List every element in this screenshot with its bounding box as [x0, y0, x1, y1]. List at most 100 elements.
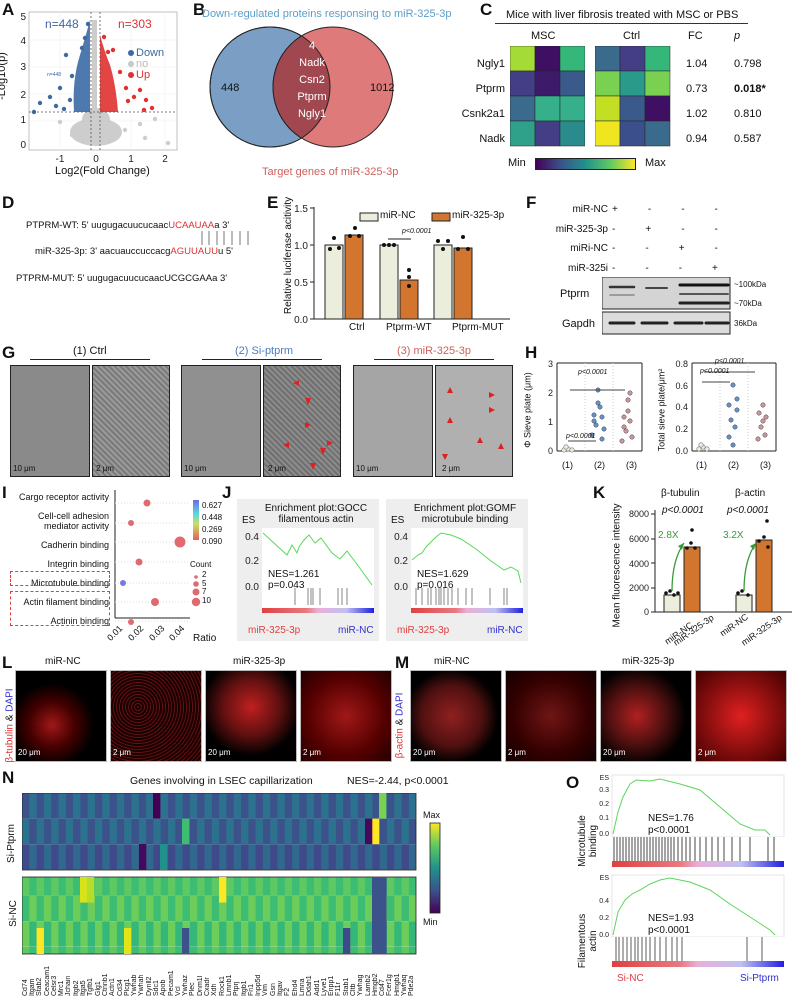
mw-36: 36kDa — [734, 319, 758, 328]
gene-label: Cltb — [349, 983, 357, 996]
svg-text:2: 2 — [162, 154, 168, 165]
scale-min: Min — [508, 157, 526, 169]
title-line: Enrichment plot:GOMF — [413, 503, 517, 514]
sem-image-ctrl-zoom — [92, 365, 170, 477]
mark: + — [645, 223, 652, 235]
svg-text:0.0: 0.0 — [599, 831, 609, 838]
count-tick: 5 — [202, 578, 207, 588]
gsea-2-title: Enrichment plot:GOMF microtubule binding — [405, 503, 525, 525]
gene-label: Glg1 — [94, 981, 102, 996]
mir-seed: AGUUAUU — [170, 246, 218, 257]
gsea-1-left: miR-325-3p — [248, 625, 301, 636]
panel-label-l: L — [2, 653, 13, 672]
svg-text:1: 1 — [20, 115, 26, 126]
confocal-actin-nc-zoom — [505, 670, 597, 762]
o-plot2-nes: NES=1.93 — [648, 913, 694, 924]
gene-label: Fn1 — [247, 983, 255, 996]
svg-text:0.4: 0.4 — [599, 898, 609, 905]
n-scale-max: Max — [423, 810, 441, 820]
go-term: Actinin binding — [50, 616, 109, 626]
gene-label: Plcg1 — [123, 978, 131, 996]
svg-text:4000: 4000 — [629, 559, 649, 569]
sem-image-ctrl-overview — [10, 365, 90, 477]
confocal-tubulin-mir-zoom — [300, 670, 392, 762]
confocal-tubulin-mir — [205, 670, 297, 762]
scale-bar-2um: 2 μm — [96, 464, 114, 473]
h-left-ylabel: Φ Sieve plate (μm) — [522, 372, 533, 448]
svg-text:0.0: 0.0 — [599, 932, 609, 939]
gsea-1-right: miR-NC — [338, 625, 374, 636]
stain-actin: β-actin — [394, 728, 406, 759]
l-group-mir: miR-325-3p — [233, 656, 286, 667]
panel-label-c: C — [480, 0, 493, 19]
gene-label: F2 — [284, 987, 292, 996]
condition-label: miR-325-3p — [555, 223, 608, 235]
title-line: Enrichment plot:GOCC — [264, 503, 368, 514]
red-arrowheads — [442, 387, 504, 460]
svg-text:1.0: 1.0 — [294, 241, 308, 252]
gene-label: Pecam1 — [167, 970, 175, 996]
svg-text:0.2: 0.2 — [599, 915, 609, 922]
condition-label: miR-325i — [567, 262, 608, 274]
gene-label: Rock1 — [218, 976, 226, 996]
svg-text:3: 3 — [548, 359, 553, 369]
legend-down: Down — [136, 47, 165, 59]
k-group-actin: β-actin — [735, 488, 766, 499]
venn-diagram — [209, 26, 394, 148]
col-fc: FC — [688, 30, 703, 42]
stain-and: & — [4, 711, 16, 725]
o-right: Si-Ptprm — [740, 973, 779, 984]
f-marks: + - - - - + - - - - + - - - - + — [612, 200, 718, 278]
heatmap-c — [510, 46, 671, 147]
fc-value: 1.04 — [686, 58, 708, 70]
gsea-plot-2: 0.4 0.2 0.0 — [394, 528, 523, 613]
gene-label: Itga5 — [80, 980, 88, 996]
h-right-ylabel: Total sieve plate/μm² — [656, 368, 667, 452]
es-label: ES — [242, 515, 256, 526]
xtick: (3) — [760, 460, 771, 470]
fc-value: 0.94 — [686, 133, 708, 145]
svg-text:0.4: 0.4 — [394, 532, 408, 543]
go-term: Cargo receptor activity — [18, 492, 109, 502]
xtick: (1) — [696, 460, 707, 470]
venn-right-count: 1012 — [370, 82, 395, 94]
svg-text:0.8: 0.8 — [675, 359, 688, 369]
legend-up: Up — [136, 69, 151, 81]
svg-text:0: 0 — [20, 140, 26, 151]
mark: - — [681, 223, 685, 235]
l-stain-label: β-tubulin & DAPI — [5, 676, 16, 776]
gene-label: Celsr3 — [50, 975, 58, 996]
row-gene: Ngly1 — [476, 58, 505, 70]
sem-image-si-zoom — [263, 365, 341, 477]
m-stain-label: β-actin & DAPI — [395, 676, 406, 776]
gene-label: Lmnb1 — [225, 974, 233, 996]
svg-text:0.2: 0.2 — [675, 424, 688, 434]
row-gene: Ptprm — [475, 83, 505, 95]
svg-text:0: 0 — [644, 607, 649, 617]
svg-text:0.4: 0.4 — [245, 532, 259, 543]
venn-title-top: Down-regulated proteins responsing to mi… — [202, 8, 452, 20]
mir-sequence: miR-325-3p: 3' aacuauccuccacgAGUUAUUu 5' — [35, 246, 233, 257]
i-xlabel: Ratio — [193, 633, 217, 644]
stain-dapi: DAPI — [4, 688, 16, 712]
fc-values: 1.04 0.73 1.02 0.94 — [686, 52, 707, 152]
svg-text:0.6: 0.6 — [675, 381, 688, 391]
h-pval: p<0.0001 — [715, 358, 745, 365]
svg-text:0.2: 0.2 — [245, 556, 259, 567]
gene-label: Apob — [160, 979, 168, 996]
xtick: (3) — [626, 460, 637, 470]
mir-prefix: miR-325-3p: 3' aacuauccuccacg — [35, 246, 171, 257]
gsea-o-plots: ES 0.3 0.2 0.1 0.0 ES 0.4 0.2 0.0 — [599, 774, 785, 967]
color-scale-ticks: 0.627 0.448 0.269 0.090 — [202, 500, 222, 548]
panel-label-a: A — [2, 0, 15, 19]
p-value: 0.798 — [734, 58, 762, 70]
gene-label: Ywhaq — [401, 974, 409, 996]
svg-text:0.0: 0.0 — [675, 446, 688, 456]
g-rule — [202, 359, 322, 360]
sieve-plate-dot-plots: 0 1 2 3 0.0 0.2 0.4 0.6 0.8 — [548, 359, 777, 456]
down-count: n=448 — [45, 17, 79, 31]
h-pval: p<0.0001 — [700, 368, 730, 375]
color-tick: 0.090 — [202, 537, 223, 546]
gene-label: Vcl — [174, 986, 182, 996]
red-arrowheads — [283, 380, 333, 470]
